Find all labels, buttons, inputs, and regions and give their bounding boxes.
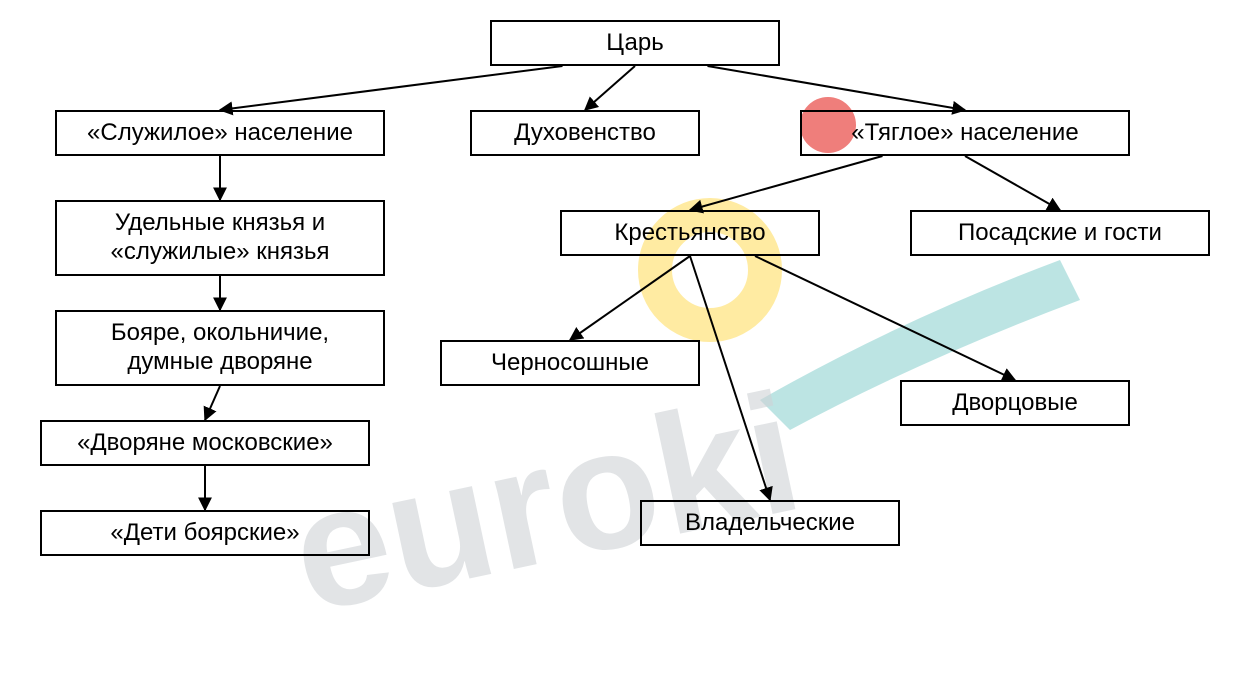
node-sluzhiloe: «Служилое» население [55,110,385,156]
node-boyare: Бояре, окольничие, думные дворяне [55,310,385,386]
node-krestyanstvo: Крестьянство [560,210,820,256]
node-label: Крестьянство [614,219,765,248]
node-posadskie: Посадские и гости [910,210,1210,256]
node-vladelcheskie: Владельческие [640,500,900,546]
node-label: «Дворяне московские» [77,429,333,458]
node-chernososhnye: Черносошные [440,340,700,386]
node-label: «Тяглое» население [851,119,1078,148]
node-label: Дворцовые [952,389,1078,418]
node-dvoryane-moskovskie: «Дворяне московские» [40,420,370,466]
node-label: «Дети боярские» [110,519,299,548]
node-label: Владельческие [685,509,855,538]
node-tsar: Царь [490,20,780,66]
node-dvortsovye: Дворцовые [900,380,1130,426]
node-label: Посадские и гости [958,219,1162,248]
node-label: Духовенство [514,119,656,148]
node-udelnye: Удельные князья и «служилые» князья [55,200,385,276]
node-tyagloe: «Тяглое» население [800,110,1130,156]
node-label: «Служилое» население [87,119,353,148]
node-label: Черносошные [491,349,649,378]
node-label: Бояре, окольничие, думные дворяне [67,319,373,377]
node-deti-boyarskie: «Дети боярские» [40,510,370,556]
node-label: Удельные князья и «служилые» князья [67,209,373,267]
node-dukhovenstvo: Духовенство [470,110,700,156]
node-label: Царь [606,29,663,58]
